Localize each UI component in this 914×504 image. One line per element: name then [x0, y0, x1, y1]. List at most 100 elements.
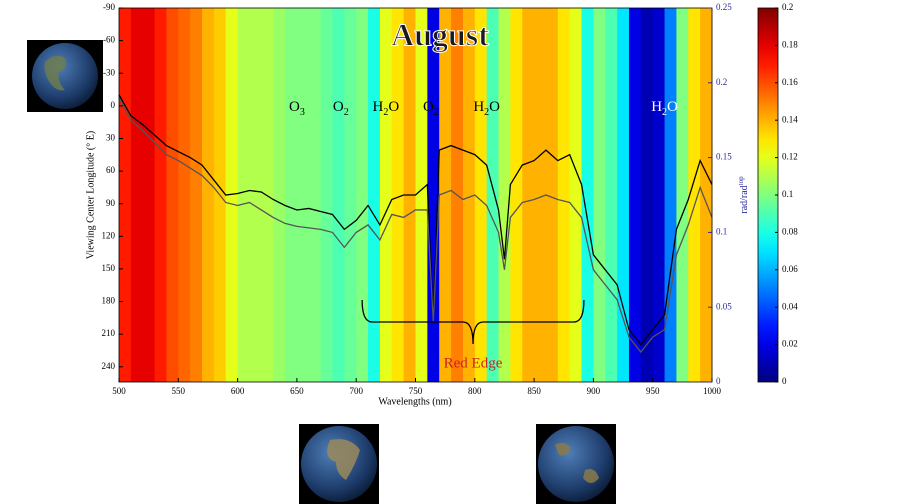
- heatmap-cell: [498, 8, 511, 382]
- y-tick-label: 120: [102, 230, 116, 240]
- y2-axis-label: rad/radtop: [737, 176, 751, 214]
- colorbar-tick-label: 0.08: [782, 226, 798, 236]
- absorption-label-sub: 2: [383, 107, 388, 118]
- heatmap-cell: [676, 8, 689, 382]
- y2-axis-label-sup: top: [737, 176, 745, 185]
- heatmap-cell: [130, 8, 144, 382]
- heatmap-cell: [664, 8, 677, 382]
- heatmap-cell: [688, 8, 701, 382]
- colorbar-tick-label: 0.1: [782, 189, 793, 199]
- heatmap-cell: [700, 8, 713, 382]
- absorption-label-main: H: [373, 99, 384, 115]
- heatmap-cell: [119, 8, 132, 382]
- absorption-label-tail: O: [489, 99, 500, 115]
- absorption-label: H2O: [651, 99, 678, 118]
- absorption-label-sub: 2: [484, 107, 489, 118]
- y-tick-label: 180: [102, 296, 116, 306]
- heatmap-cell: [628, 8, 642, 382]
- heatmap-cell: [249, 8, 262, 382]
- heatmap-cell: [273, 8, 286, 382]
- heatmap-cell: [178, 8, 191, 382]
- y2-tick-label: 0.2: [716, 77, 727, 87]
- heatmap-cell: [379, 8, 393, 382]
- y-tick-label: 0: [111, 100, 116, 110]
- globe-left: [27, 40, 103, 112]
- y2-tick-label: 0.1: [716, 226, 727, 236]
- x-tick-label: 700: [349, 386, 363, 396]
- absorption-label: H2O: [473, 99, 500, 118]
- absorption-label-main: O: [333, 99, 344, 115]
- absorption-label: O3: [289, 99, 305, 118]
- absorption-label-main: O: [423, 99, 434, 115]
- absorption-label-sub: 2: [662, 107, 667, 118]
- absorption-label: O2: [423, 99, 439, 118]
- heatmap-cell: [534, 8, 547, 382]
- heatmap-cell: [486, 8, 500, 382]
- heatmap-cell: [356, 8, 369, 382]
- absorption-label-tail: O: [667, 99, 678, 115]
- colorbar-tick-label: 0.02: [782, 339, 798, 349]
- heatmap-cell: [202, 8, 215, 382]
- absorption-label-main: H: [651, 99, 662, 115]
- absorption-label-sub: 2: [434, 107, 439, 118]
- x-tick-label: 600: [231, 386, 245, 396]
- x-tick-label: 850: [527, 386, 541, 396]
- y-tick-label: -90: [103, 2, 115, 12]
- heatmap-cell: [296, 8, 310, 382]
- heatmap-cell: [320, 8, 333, 382]
- bracket-label: Red Edge: [444, 355, 503, 371]
- plot-area: [118, 8, 713, 382]
- heatmap-cell: [510, 8, 523, 382]
- x-tick-label: 500: [112, 386, 126, 396]
- x-tick-label: 1000: [703, 386, 722, 396]
- heatmap-cell: [652, 8, 666, 382]
- colorbar-tick-label: 0.14: [782, 114, 798, 124]
- globe-bottom-right: [536, 424, 616, 504]
- y-tick-label: 150: [102, 263, 116, 273]
- absorption-label: H2O: [373, 99, 400, 118]
- globe-bottom-left: [299, 424, 379, 504]
- heatmap-cell: [237, 8, 250, 382]
- x-tick-label: 550: [172, 386, 186, 396]
- heatmap-cell: [332, 8, 345, 382]
- absorption-label-sub: 3: [300, 107, 305, 118]
- colorbar-tick-label: 0.04: [782, 301, 798, 311]
- y-tick-label: 90: [106, 198, 116, 208]
- colorbar-tick-label: 0.2: [782, 2, 793, 12]
- x-axis-label: Wavelengths (nm): [378, 396, 451, 407]
- y2-tick-label: 0.15: [716, 152, 732, 162]
- y-axis-label: Viewing Center Longitude (° E): [85, 131, 96, 259]
- y-tick-label: 60: [106, 165, 116, 175]
- x-tick-label: 650: [290, 386, 304, 396]
- y2-tick-label: 0.05: [716, 301, 732, 311]
- heatmap-cell: [368, 8, 381, 382]
- heatmap-cell: [617, 8, 630, 382]
- heatmap-cell: [391, 8, 405, 382]
- y-tick-label: 210: [102, 328, 116, 338]
- x-tick-label: 750: [409, 386, 423, 396]
- heatmap-cell: [462, 8, 476, 382]
- y-tick-label: 240: [102, 361, 116, 371]
- y2-tick-label: 0: [716, 376, 721, 386]
- absorption-label-tail: O: [388, 99, 399, 115]
- heatmap-cell: [640, 8, 654, 382]
- colorbar-tick-label: 0.18: [782, 39, 798, 49]
- absorption-label: O2: [333, 99, 349, 118]
- y-tick-label: 30: [106, 133, 116, 143]
- absorption-label-sub: 2: [344, 107, 349, 118]
- heatmap-cell: [344, 8, 357, 382]
- heatmap-cell: [605, 8, 618, 382]
- heatmap-cell: [427, 8, 440, 382]
- y-tick-label: -60: [103, 35, 115, 45]
- bracket: [361, 299, 585, 345]
- heatmap-cell: [190, 8, 203, 382]
- heatmap-cell: [142, 8, 156, 382]
- heatmap-cell: [225, 8, 239, 382]
- y-tick-label: -30: [103, 67, 115, 77]
- heatmap-cell: [581, 8, 594, 382]
- heatmap-cell: [285, 8, 298, 382]
- heatmap-cell: [593, 8, 606, 382]
- chart-title: August: [391, 16, 489, 52]
- absorption-label-main: O: [289, 99, 300, 115]
